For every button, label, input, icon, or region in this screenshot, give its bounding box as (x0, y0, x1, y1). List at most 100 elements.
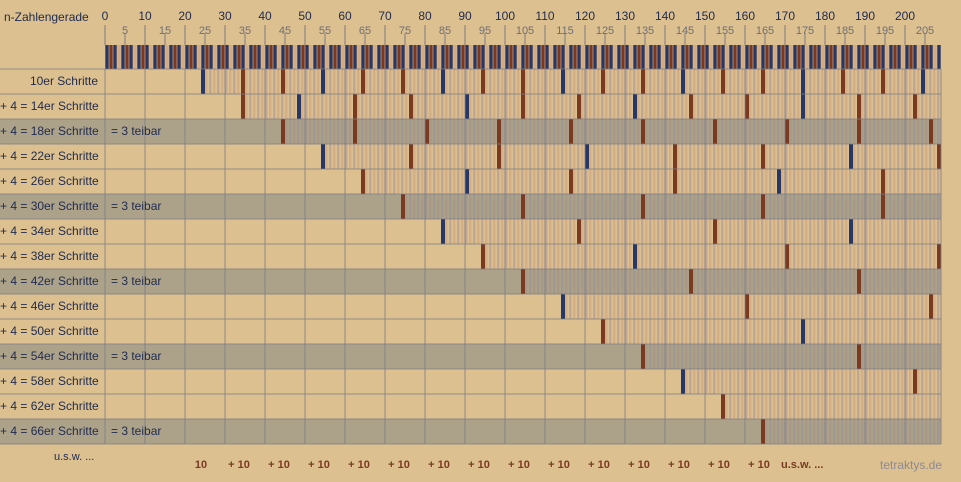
pattern-stripe (573, 119, 576, 144)
pattern-stripe (845, 144, 848, 169)
pattern-stripe (541, 69, 544, 94)
pattern-stripe (929, 269, 932, 294)
pattern-stripe (841, 294, 844, 319)
pattern-stripe (889, 419, 892, 444)
pattern-stripe (853, 319, 856, 344)
pattern-stripe (925, 319, 928, 344)
axis-minor-label: 145 (675, 25, 695, 37)
pattern-stripe (741, 169, 744, 194)
pattern-stripe (809, 269, 812, 294)
pattern-stripe (701, 294, 704, 319)
step-mark (401, 194, 405, 219)
pattern-stripe (793, 94, 796, 119)
pattern-stripe (633, 269, 636, 294)
pattern-stripe (869, 169, 872, 194)
pattern-stripe (849, 369, 852, 394)
pattern-stripe (781, 344, 784, 369)
pattern-stripe (917, 244, 920, 269)
pattern-stripe (913, 419, 916, 444)
pattern-stripe (593, 119, 596, 144)
number-cell (309, 45, 313, 69)
pattern-stripe (521, 169, 524, 194)
number-cell (201, 45, 205, 69)
pattern-stripe (713, 344, 716, 369)
pattern-stripe (805, 319, 808, 344)
pattern-stripe (605, 169, 608, 194)
pattern-stripe (701, 344, 704, 369)
pattern-stripe (605, 144, 608, 169)
pattern-stripe (821, 294, 824, 319)
step-mark (857, 94, 861, 119)
pattern-stripe (845, 419, 848, 444)
pattern-stripe (661, 169, 664, 194)
pattern-stripe (689, 344, 692, 369)
pattern-stripe (913, 219, 916, 244)
pattern-stripe (925, 69, 928, 94)
pattern-stripe (909, 144, 912, 169)
step-mark (633, 94, 637, 119)
pattern-stripe (745, 344, 748, 369)
pattern-stripe (649, 94, 652, 119)
pattern-stripe (745, 369, 748, 394)
pattern-stripe (785, 344, 788, 369)
pattern-stripe (513, 219, 516, 244)
pattern-stripe (897, 294, 900, 319)
pattern-stripe (705, 369, 708, 394)
step-mark (361, 69, 365, 94)
number-cell (589, 45, 593, 69)
pattern-stripe (505, 169, 508, 194)
pattern-stripe (573, 94, 576, 119)
pattern-stripe (785, 94, 788, 119)
pattern-stripe (365, 169, 368, 194)
pattern-stripe (773, 244, 776, 269)
pattern-stripe (285, 69, 288, 94)
pattern-stripe (637, 144, 640, 169)
number-cell (305, 45, 309, 69)
pattern-stripe (865, 119, 868, 144)
pattern-stripe (457, 69, 460, 94)
pattern-stripe (653, 169, 656, 194)
pattern-stripe (825, 69, 828, 94)
step-mark (641, 344, 645, 369)
step-mark (761, 144, 765, 169)
pattern-stripe (805, 144, 808, 169)
number-cell (753, 45, 757, 69)
pattern-stripe (773, 94, 776, 119)
axis-minor-label: 205 (915, 25, 935, 37)
pattern-stripe (485, 219, 488, 244)
number-cell (865, 45, 869, 69)
pattern-stripe (513, 119, 516, 144)
pattern-stripe (589, 94, 592, 119)
pattern-stripe (317, 94, 320, 119)
pattern-stripe (705, 69, 708, 94)
divisible-note: = 3 teibar (111, 124, 162, 138)
pattern-stripe (625, 94, 628, 119)
pattern-stripe (833, 144, 836, 169)
pattern-stripe (769, 294, 772, 319)
pattern-stripe (601, 144, 604, 169)
pattern-stripe (553, 219, 556, 244)
pattern-stripe (817, 119, 820, 144)
pattern-stripe (881, 119, 884, 144)
pattern-stripe (601, 269, 604, 294)
number-cell (521, 45, 525, 69)
pattern-stripe (813, 219, 816, 244)
pattern-stripe (505, 94, 508, 119)
number-cell (129, 45, 133, 69)
pattern-stripe (613, 294, 616, 319)
pattern-stripe (805, 269, 808, 294)
pattern-stripe (725, 219, 728, 244)
pattern-stripe (749, 194, 752, 219)
pattern-stripe (437, 194, 440, 219)
pattern-stripe (397, 69, 400, 94)
pattern-stripe (385, 144, 388, 169)
pattern-stripe (673, 244, 676, 269)
pattern-stripe (481, 219, 484, 244)
pattern-stripe (509, 219, 512, 244)
pattern-stripe (673, 319, 676, 344)
pattern-stripe (873, 219, 876, 244)
number-cell (693, 45, 697, 69)
pattern-stripe (661, 294, 664, 319)
pattern-stripe (821, 344, 824, 369)
pattern-stripe (345, 119, 348, 144)
